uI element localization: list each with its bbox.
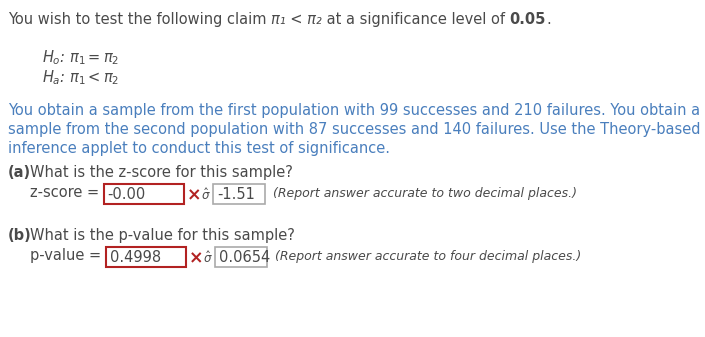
Text: You obtain a sample from the first population with 99 successes and 210 failures: You obtain a sample from the first popul… (8, 103, 700, 118)
FancyBboxPatch shape (213, 184, 265, 204)
Text: sample from the second population with 87 successes and 140 failures. Use the Th: sample from the second population with 8… (8, 122, 701, 137)
Text: $\hat{\sigma}$: $\hat{\sigma}$ (201, 187, 211, 203)
Text: $H_a$: $\pi_1 < \pi_2$: $H_a$: $\pi_1 < \pi_2$ (42, 68, 119, 87)
Text: π₁ < π₂: π₁ < π₂ (271, 12, 322, 27)
Text: $H_o$: $\pi_1 = \pi_2$: $H_o$: $\pi_1 = \pi_2$ (42, 48, 119, 67)
Text: You wish to test the following claim: You wish to test the following claim (8, 12, 271, 27)
Text: 0.4998: 0.4998 (110, 250, 161, 265)
Text: (b): (b) (8, 228, 32, 243)
Text: .: . (546, 12, 551, 27)
FancyBboxPatch shape (106, 247, 185, 267)
Text: $\hat{\sigma}$: $\hat{\sigma}$ (203, 250, 213, 266)
Text: What is the p-value for this sample?: What is the p-value for this sample? (30, 228, 295, 243)
Text: What is the z-score for this sample?: What is the z-score for this sample? (30, 165, 293, 180)
Text: (Report answer accurate to four decimal places.): (Report answer accurate to four decimal … (275, 250, 581, 263)
Text: ×: × (187, 186, 201, 204)
Text: -1.51: -1.51 (217, 187, 255, 202)
Text: (a): (a) (8, 165, 31, 180)
FancyBboxPatch shape (215, 247, 267, 267)
Text: 0.0654: 0.0654 (219, 250, 270, 265)
Text: 0.05: 0.05 (510, 12, 546, 27)
Text: -0.00: -0.00 (108, 187, 146, 202)
Text: at a significance level of: at a significance level of (322, 12, 510, 27)
Text: inference applet to conduct this test of significance.: inference applet to conduct this test of… (8, 141, 390, 156)
FancyBboxPatch shape (104, 184, 184, 204)
Text: (Report answer accurate to two decimal places.): (Report answer accurate to two decimal p… (273, 187, 577, 200)
Text: p-value =: p-value = (30, 248, 106, 263)
Text: z-score =: z-score = (30, 185, 104, 200)
Text: ×: × (189, 249, 203, 267)
